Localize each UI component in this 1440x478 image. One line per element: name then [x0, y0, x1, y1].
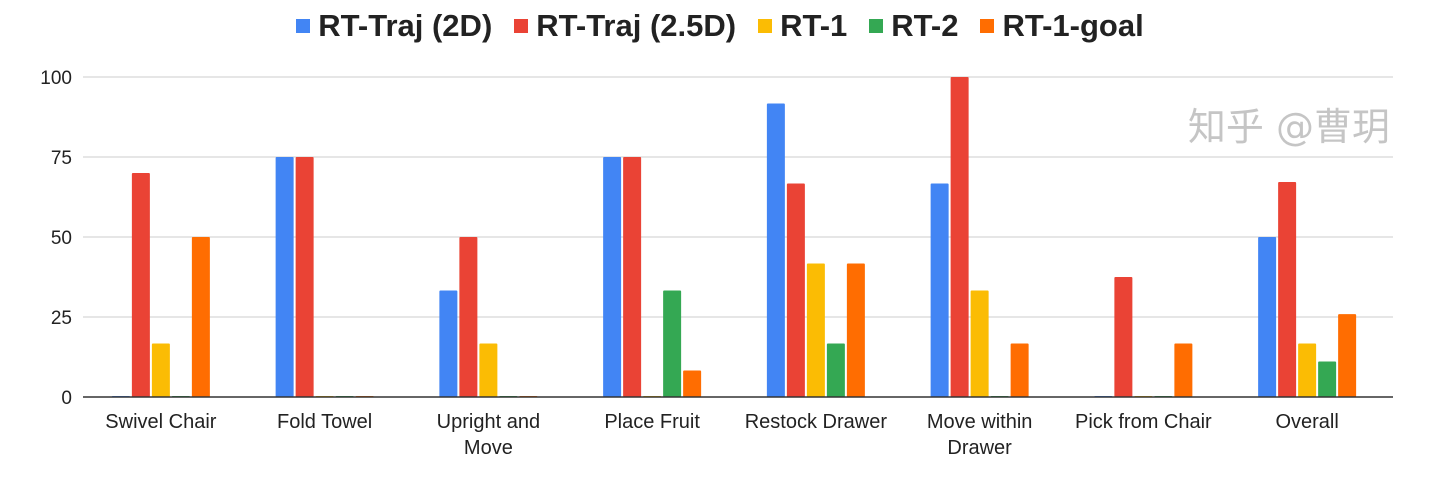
bar-rt-traj-2-5d-	[131, 173, 150, 397]
legend-item: RT-1-goal	[980, 8, 1144, 44]
x-tick-label: Drawer	[947, 437, 1012, 459]
legend-label: RT-Traj (2.5D)	[536, 8, 737, 43]
x-tick-label: Restock Drawer	[745, 411, 888, 433]
bar-rt-traj-2-5d-	[786, 183, 805, 397]
x-tick-label: Fold Towel	[277, 411, 372, 433]
bar-rt-2	[663, 290, 682, 397]
bar-rt-traj-2d-	[275, 157, 294, 397]
bar-rt-1	[1298, 343, 1317, 397]
x-tick-label: Move within	[927, 411, 1033, 433]
bar-rt-1-goal	[191, 237, 210, 397]
bar-rt-traj-2-5d-	[459, 237, 478, 397]
bar-rt-traj-2d-	[439, 290, 458, 397]
x-tick-label: Swivel Chair	[105, 411, 216, 433]
legend: RT-Traj (2D) RT-Traj (2.5D) RT-1 RT-2 RT-1-g…	[0, 8, 1440, 44]
bar-rt-1	[806, 263, 825, 397]
legend-label: RT-2	[891, 8, 959, 43]
legend-swatch	[514, 19, 529, 33]
watermark: 知乎 @曹玥	[1187, 105, 1390, 149]
legend-swatch	[296, 19, 311, 33]
bar-rt-traj-2-5d-	[295, 157, 314, 397]
x-tick-label: Place Fruit	[604, 411, 700, 433]
legend-label: RT-1-goal	[1002, 8, 1144, 43]
bar-rt-traj-2d-	[766, 103, 785, 397]
x-tick-label: Move	[464, 437, 513, 459]
x-tick-label: Upright and	[437, 411, 540, 433]
x-tick-label: Pick from Chair	[1075, 411, 1212, 433]
bar-rt-traj-2d-	[1258, 237, 1277, 397]
bar-rt-2	[1318, 361, 1337, 397]
bar-rt-traj-2d-	[603, 157, 622, 397]
bar-rt-1-goal	[1010, 343, 1029, 397]
y-tick-label: 75	[51, 148, 72, 169]
y-tick-label: 0	[61, 388, 72, 409]
bar-rt-2	[826, 343, 845, 397]
legend-label: RT-Traj (2D)	[318, 8, 493, 43]
bar-rt-1-goal	[683, 370, 702, 397]
legend-item: RT-2	[869, 8, 958, 44]
legend-label: RT-1	[780, 8, 848, 43]
bar-rt-1	[479, 343, 498, 397]
legend-swatch	[980, 19, 995, 33]
bar-rt-traj-2-5d-	[1278, 181, 1297, 397]
y-tick-label: 100	[40, 68, 72, 89]
bar-rt-traj-2-5d-	[623, 157, 642, 397]
legend-swatch	[758, 19, 773, 33]
bar-rt-traj-2-5d-	[950, 77, 969, 397]
y-tick-label: 50	[51, 228, 72, 249]
bar-rt-traj-2d-	[930, 183, 949, 397]
legend-item: RT-1	[758, 8, 847, 44]
x-tick-label: Overall	[1275, 411, 1338, 433]
bar-rt-1	[151, 343, 170, 397]
y-tick-label: 25	[51, 308, 72, 329]
bar-rt-1-goal	[1338, 314, 1357, 397]
bar-rt-1	[970, 290, 989, 397]
bar-rt-1-goal	[846, 263, 865, 397]
legend-swatch	[869, 19, 884, 33]
legend-item: RT-Traj (2.5D)	[514, 8, 736, 44]
legend-item: RT-Traj (2D)	[296, 8, 492, 44]
bar-rt-traj-2-5d-	[1114, 277, 1133, 397]
bar-rt-1-goal	[1174, 343, 1193, 397]
